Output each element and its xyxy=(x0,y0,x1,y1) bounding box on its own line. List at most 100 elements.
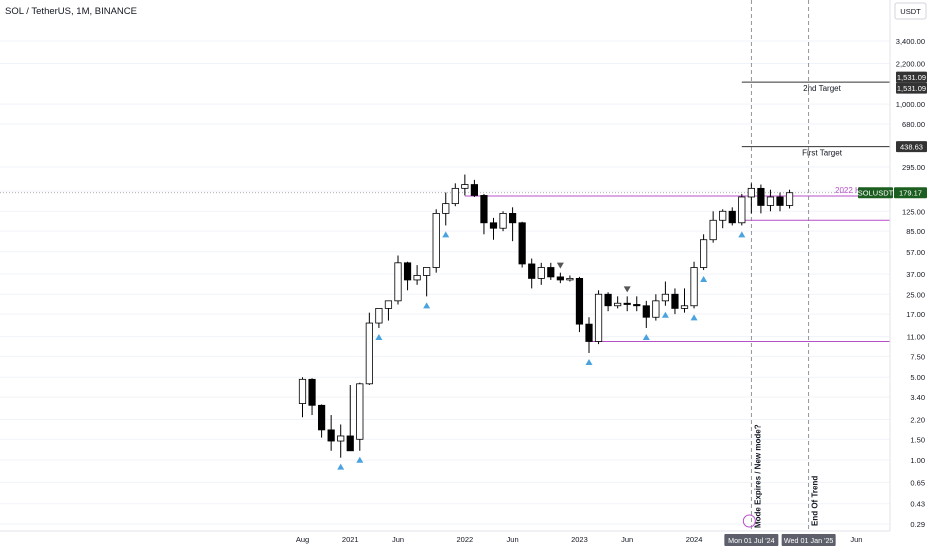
buy-signal-triangle xyxy=(642,333,650,340)
price-label-2nd-target-box xyxy=(896,82,927,94)
price-tick-label: 11.00 xyxy=(907,333,925,342)
time-tick-label: 2024 xyxy=(686,535,703,544)
price-tick-label: 0.43 xyxy=(910,500,925,509)
candle-body xyxy=(671,293,679,309)
price-tick-label: 1,000.00 xyxy=(896,100,925,109)
candle-body xyxy=(375,307,383,324)
candle-body xyxy=(728,210,736,224)
price-label-first-target: 438.63 xyxy=(900,143,923,152)
candle-body xyxy=(384,300,393,309)
candle-body xyxy=(785,192,794,206)
price-tick-label: 1.50 xyxy=(910,435,925,444)
candle-body xyxy=(442,203,450,214)
price-label-first-target-box xyxy=(896,141,927,153)
time-tick-label: 2023 xyxy=(571,535,588,544)
candle-body xyxy=(423,267,431,276)
level-label: 2022 H xyxy=(835,186,861,195)
candle-body xyxy=(337,435,345,442)
candle-body xyxy=(642,305,650,318)
sell-signal-triangle xyxy=(623,286,631,293)
candle-body xyxy=(776,196,784,206)
buy-signal-triangle xyxy=(375,333,383,340)
vertical-markers-layer: Mode Expires / New mode? End Of Trend xyxy=(742,0,820,531)
time-tick-label: Jun xyxy=(850,535,862,544)
candle-body xyxy=(719,210,727,221)
candle-body xyxy=(394,262,402,302)
symbol-label: SOLUSDT xyxy=(858,189,894,198)
candle-body xyxy=(757,187,765,206)
time-tick-label: Jun xyxy=(507,535,519,544)
vertical-marker-label: End Of Trend xyxy=(811,476,820,526)
symbol-label-box xyxy=(858,187,893,199)
candle-body xyxy=(470,184,479,196)
currency-button-label: USDT xyxy=(900,7,921,16)
candle-body xyxy=(317,404,326,431)
sell-signal-triangle xyxy=(556,262,564,269)
candle-body xyxy=(537,267,545,279)
time-tick-label: 2022 xyxy=(457,535,474,544)
candle-body xyxy=(403,262,412,281)
candle-body xyxy=(518,222,526,265)
buy-signal-triangle xyxy=(738,231,746,238)
buy-signal-triangle xyxy=(585,358,593,365)
candle-body xyxy=(451,187,459,205)
time-tick-label: Jun xyxy=(392,535,404,544)
price-tick-label: 25.00 xyxy=(906,290,925,299)
candle-body xyxy=(747,187,755,198)
candle-body xyxy=(700,239,708,268)
grid-layer xyxy=(0,40,890,525)
time-marker-label: Wed 01 Jan '25 xyxy=(784,536,834,545)
lightning-icon xyxy=(742,514,756,528)
buy-signal-triangle xyxy=(661,311,669,318)
last-price-label-box xyxy=(894,187,927,199)
price-label-2nd-target-box xyxy=(896,71,927,83)
currency-button[interactable] xyxy=(894,2,927,20)
price-tick-label: 17.00 xyxy=(906,310,925,319)
candle-body xyxy=(298,378,307,404)
time-marker-label: Mon 01 Jul '24 xyxy=(728,536,775,545)
candle-body xyxy=(308,378,316,406)
price-tick-label: 0.65 xyxy=(910,478,925,487)
candle-body xyxy=(547,267,555,278)
buy-signal-triangle xyxy=(337,463,345,470)
candle-body xyxy=(738,196,746,224)
candle-body xyxy=(604,293,612,307)
candle-body xyxy=(566,278,574,281)
candle-body xyxy=(585,323,593,342)
candle-body xyxy=(432,212,440,268)
price-label-2nd-target: 1,531.09 xyxy=(897,84,926,93)
price-tick-label: 0.29 xyxy=(910,520,925,529)
candles-layer xyxy=(298,174,794,458)
price-labels-layer: 1,531.09 1,531.09 438.63 SOLUSDT 179.17 xyxy=(858,71,927,199)
candle-body xyxy=(461,184,469,189)
price-tick-label: 37.00 xyxy=(906,270,925,279)
candle-body xyxy=(327,429,335,442)
price-tick-label: 3.40 xyxy=(910,393,925,402)
buy-signal-triangle xyxy=(423,302,431,309)
candle-body xyxy=(623,302,631,305)
candle-body xyxy=(661,293,670,302)
candle-body xyxy=(766,196,775,206)
candle-body xyxy=(499,212,507,229)
candle-body xyxy=(652,300,660,318)
candle-body xyxy=(575,278,584,325)
price-tick-label: 2.20 xyxy=(910,416,925,425)
price-tick-label: 2,200.00 xyxy=(896,59,925,68)
time-tick-label: Aug xyxy=(296,535,309,544)
price-tick-label: 125.00 xyxy=(902,207,925,216)
target-label: 2nd Target xyxy=(803,84,841,93)
price-axis[interactable]: 3,400.002,200.001,000.00680.00295.00185.… xyxy=(0,0,927,532)
buy-signal-triangle xyxy=(700,276,708,283)
price-label-2nd-target: 1,531.09 xyxy=(897,73,926,82)
buy-signal-triangle xyxy=(442,231,450,238)
time-tick-label: 2021 xyxy=(342,535,359,544)
candle-body xyxy=(365,322,373,385)
price-tick-label: 7.50 xyxy=(910,352,925,361)
price-tick-label: 57.00 xyxy=(906,248,925,257)
price-tick-label: 295.00 xyxy=(902,163,925,172)
candle-body xyxy=(709,219,717,241)
time-axis[interactable]: Aug 2021 Jun 2022 Jun 2023 Jun 2024 Jun Mon 01 Ju… xyxy=(296,534,863,546)
buy-signal-triangle xyxy=(356,456,364,463)
candle-body xyxy=(508,212,517,224)
